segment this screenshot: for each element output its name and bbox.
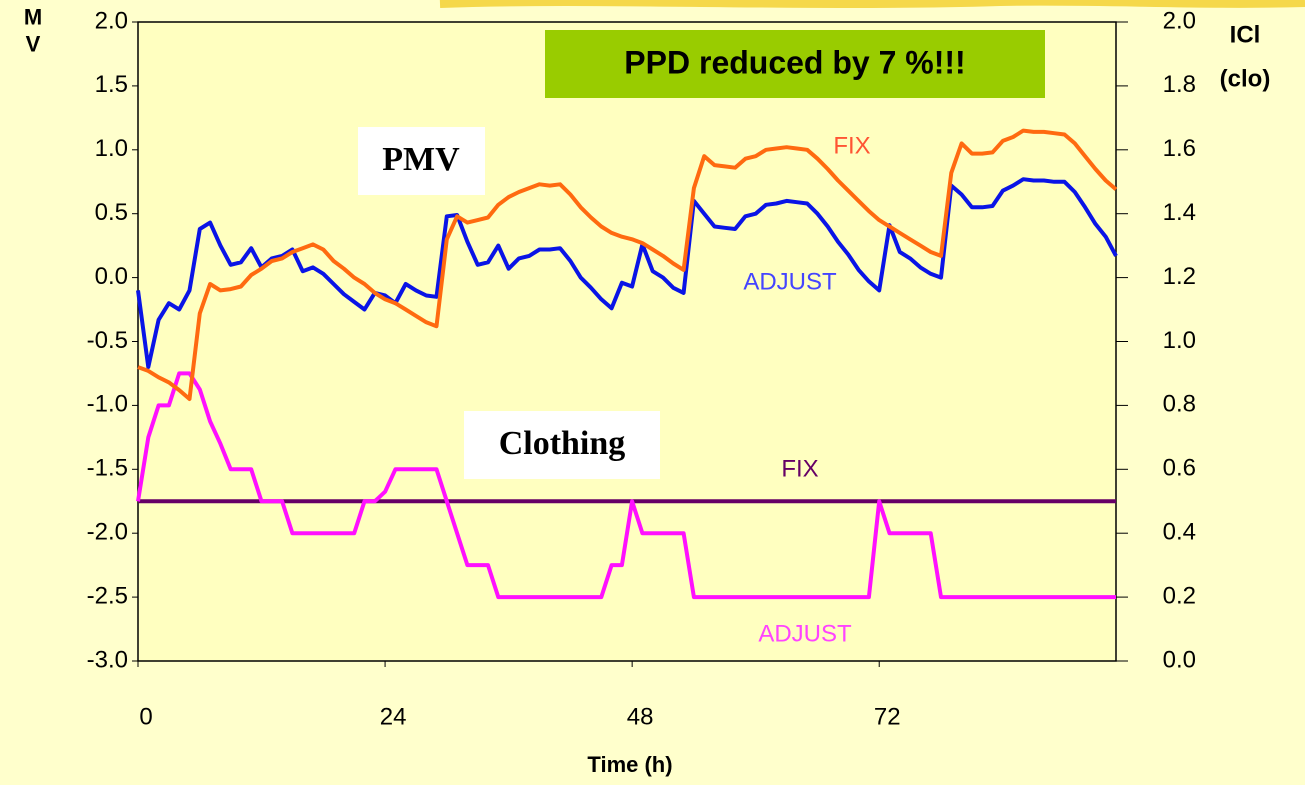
x-tick-label: 72: [874, 703, 901, 730]
plot-area: [137, 21, 1117, 662]
x-tick-label: 24: [380, 703, 407, 730]
x-tick-label: 0: [139, 703, 152, 730]
y-tick-label: -2.0: [87, 519, 128, 546]
y2-axis-label: (clo): [1220, 65, 1271, 92]
series-label: FIX: [833, 132, 870, 159]
series-label: ADJUST: [743, 268, 837, 295]
y2-tick-label: 0.6: [1163, 455, 1196, 482]
y2-tick-label: 0.2: [1163, 582, 1196, 609]
y-tick-label: 0.5: [95, 199, 128, 226]
annotation-box: [464, 411, 660, 479]
y-tick-label: 0.0: [95, 263, 128, 290]
y-tick-label: -1.5: [87, 455, 128, 482]
y2-tick-label: 1.6: [1163, 135, 1196, 162]
y2-tick-label: 0.0: [1163, 646, 1196, 673]
y2-tick-label: 1.8: [1163, 71, 1196, 98]
series-line: [136, 371, 1116, 600]
annotation-box: [358, 127, 485, 195]
annotation: PMV: [382, 141, 460, 178]
annotation: Clothing: [499, 425, 626, 462]
series-label: ADJUST: [758, 620, 852, 647]
y2-tick-label: 1.2: [1163, 263, 1196, 290]
y2-axis-label: ICl: [1230, 21, 1261, 48]
series-line: [137, 128, 1118, 401]
y2-tick-label: 0.8: [1163, 391, 1196, 418]
y2-tick-label: 0.4: [1163, 519, 1196, 546]
x-tick-label: 48: [627, 703, 654, 730]
y-tick-label: 1.0: [95, 135, 128, 162]
y-tick-label: 2.0: [95, 7, 128, 34]
y2-tick-label: 1.0: [1163, 327, 1196, 354]
annotation-box: [545, 30, 1045, 98]
y2-tick-label: 1.4: [1163, 199, 1196, 226]
annotation: PPD reduced by 7 %!!!: [624, 44, 965, 80]
y2-tick-label: 2.0: [1163, 7, 1196, 34]
y-axis-label: PMV: [21, 0, 46, 59]
y-tick-label: -3.0: [87, 646, 128, 673]
series-line: [136, 177, 1118, 370]
y-tick-label: 1.5: [95, 71, 128, 98]
decoration: [439, 0, 1305, 8]
y-tick-label: -2.5: [87, 582, 128, 609]
y-tick-label: -1.0: [87, 391, 128, 418]
series-label: FIX: [781, 455, 818, 482]
x-axis-label: Time (h): [587, 752, 672, 777]
y-tick-label: -0.5: [87, 327, 128, 354]
